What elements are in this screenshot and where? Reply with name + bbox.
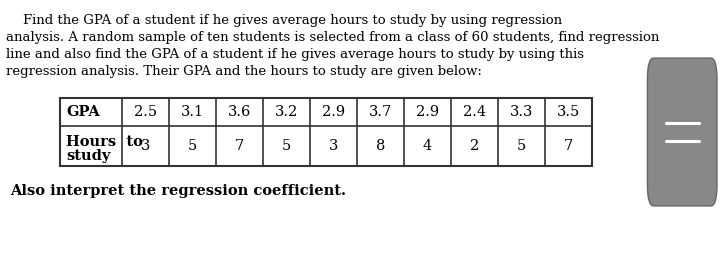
Bar [60, 98, 592, 166]
Text: 3.5: 3.5 [557, 105, 580, 119]
Text: Find the GPA of a student if he gives average hours to study by using regression: Find the GPA of a student if he gives av… [6, 14, 562, 27]
Text: Hours  to: Hours to [66, 135, 143, 149]
Text: 3.1: 3.1 [181, 105, 204, 119]
Text: 2: 2 [470, 139, 479, 153]
Text: 3.2: 3.2 [275, 105, 298, 119]
Text: 8: 8 [376, 139, 385, 153]
Text: line and also find the GPA of a student if he gives average hours to study by us: line and also find the GPA of a student … [6, 48, 584, 61]
Text: 3.3: 3.3 [510, 105, 534, 119]
Text: GPA: GPA [66, 105, 100, 119]
Text: 3.6: 3.6 [228, 105, 251, 119]
Text: 2.4: 2.4 [463, 105, 486, 119]
Text: 2.9: 2.9 [416, 105, 439, 119]
Text: 3.7: 3.7 [369, 105, 392, 119]
Text: 7: 7 [564, 139, 573, 153]
Text: 2.5: 2.5 [134, 105, 157, 119]
Text: 7: 7 [235, 139, 244, 153]
Text: regression analysis. Their GPA and the hours to study are given below:: regression analysis. Their GPA and the h… [6, 65, 482, 78]
Text: 4: 4 [423, 139, 432, 153]
Text: Also interpret the regression coefficient.: Also interpret the regression coefficien… [10, 184, 346, 198]
Text: 5: 5 [188, 139, 197, 153]
Text: analysis. A random sample of ten students is selected from a class of 60 student: analysis. A random sample of ten student… [6, 31, 660, 44]
Text: 3: 3 [329, 139, 338, 153]
Text: 3: 3 [141, 139, 150, 153]
Text: 5: 5 [517, 139, 526, 153]
FancyBboxPatch shape [647, 58, 717, 206]
Text: study: study [66, 149, 110, 163]
Text: 5: 5 [282, 139, 291, 153]
Text: 2.9: 2.9 [322, 105, 345, 119]
